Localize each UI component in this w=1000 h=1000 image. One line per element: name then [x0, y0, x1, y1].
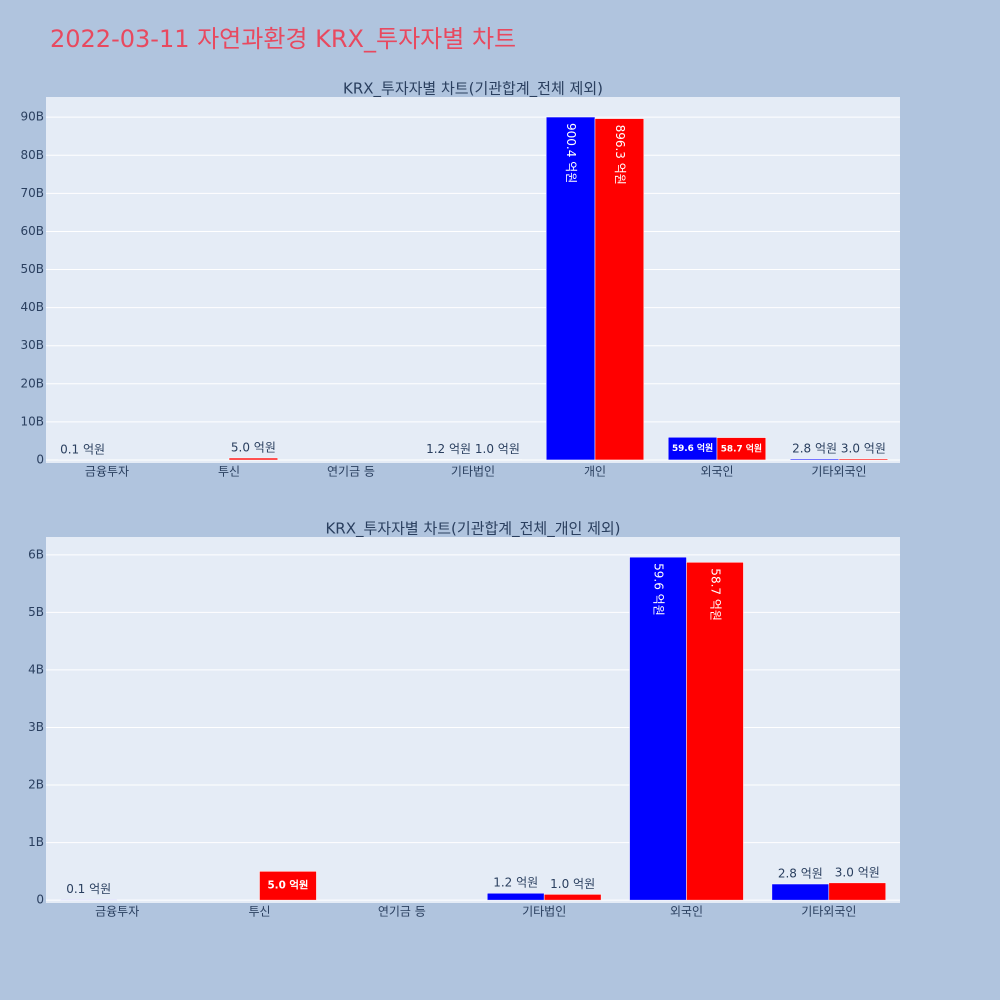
data-label: 58.7 억원: [721, 442, 762, 454]
data-label: 5.0 억원: [267, 879, 308, 892]
y-tick-label: 1B: [28, 835, 44, 849]
bar: [828, 882, 887, 901]
x-tick-label: 외국인: [700, 465, 733, 479]
y-tick-label: 40B: [20, 300, 44, 314]
data-label: 896.3 억원: [613, 125, 627, 185]
x-tick-label: 투신: [218, 465, 240, 479]
data-label: 0.1 억원: [60, 442, 105, 456]
data-label: 5.0 억원: [231, 441, 276, 455]
chart-title: KRX_투자자별 차트(기관합계_전체_개인 제외): [325, 520, 620, 539]
x-tick-label: 투신: [248, 905, 270, 919]
y-tick-label: 60B: [20, 224, 44, 238]
data-label: 2.8 억원: [778, 867, 823, 881]
data-label: 900.4 억원: [564, 123, 578, 183]
x-tick-label: 기타외국인: [801, 905, 856, 919]
y-tick-label: 10B: [20, 414, 44, 428]
data-label: 0.1 억원: [66, 882, 111, 896]
plot-area: [46, 537, 900, 903]
y-tick-label: 90B: [20, 110, 44, 124]
bar: [228, 457, 279, 461]
data-label: 58.7 억원: [708, 568, 722, 621]
y-tick-label: 20B: [20, 376, 44, 390]
y-tick-label: 6B: [28, 547, 44, 561]
data-label: 1.2 억원: [493, 876, 538, 890]
data-label: 59.6 억원: [652, 563, 666, 616]
y-tick-label: 0: [36, 452, 44, 466]
bar: [686, 562, 744, 901]
data-label: 1.0 억원: [550, 877, 595, 891]
bar: [716, 437, 767, 461]
bar: [543, 894, 602, 901]
page-title: 2022-03-11 자연과환경 KRX_투자자별 차트: [50, 25, 516, 53]
x-tick-label: 연기금 등: [378, 905, 426, 919]
data-label: 1.2 억원: [426, 442, 471, 456]
data-label: 3.0 억원: [841, 441, 886, 455]
bar: [771, 883, 830, 901]
data-label: 59.6 억원: [672, 442, 713, 454]
y-tick-label: 5B: [28, 605, 44, 619]
x-tick-label: 외국인: [670, 905, 703, 919]
x-tick-label: 금융투자: [95, 905, 139, 919]
data-label: 3.0 억원: [835, 865, 880, 879]
y-tick-label: 0: [36, 893, 44, 907]
x-tick-label: 연기금 등: [327, 465, 375, 479]
bar: [486, 892, 545, 901]
x-tick-label: 개인: [584, 465, 606, 479]
data-label: 1.0 억원: [475, 442, 520, 456]
plot-area: [46, 97, 900, 463]
y-tick-label: 70B: [20, 186, 44, 200]
y-tick-label: 50B: [20, 262, 44, 276]
y-tick-label: 2B: [28, 778, 44, 792]
data-label: 2.8 억원: [792, 441, 837, 455]
bar: [545, 116, 596, 461]
x-tick-label: 금융투자: [85, 465, 129, 479]
chart-title: KRX_투자자별 차트(기관합계_전체 제외): [343, 80, 603, 99]
y-tick-label: 4B: [28, 662, 44, 676]
bar: [789, 458, 840, 461]
x-tick-label: 기타법인: [451, 465, 495, 479]
bar: [59, 899, 118, 901]
bar: [594, 118, 645, 461]
y-tick-label: 3B: [28, 720, 44, 734]
bar: [259, 871, 317, 901]
bar: [838, 458, 889, 461]
x-tick-label: 기타법인: [522, 905, 566, 919]
y-tick-label: 30B: [20, 338, 44, 352]
bar: [629, 556, 687, 901]
y-tick-label: 80B: [20, 148, 44, 162]
x-tick-label: 기타외국인: [811, 465, 866, 479]
